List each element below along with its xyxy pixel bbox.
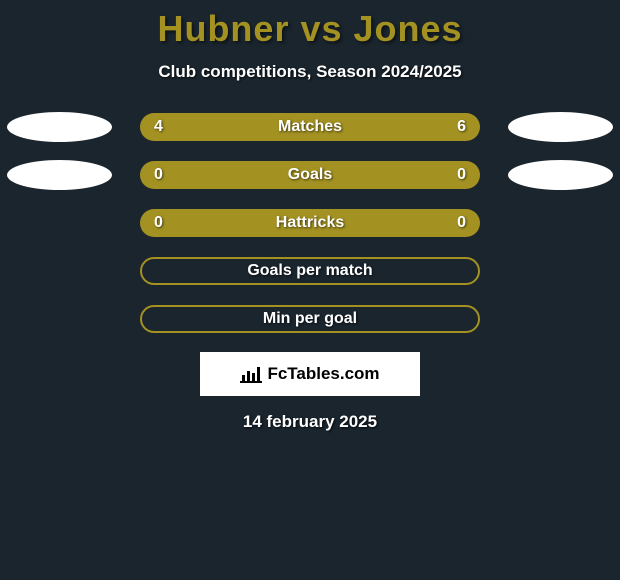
logo-label: FcTables.com (267, 364, 379, 384)
page-title: Hubner vs Jones (0, 8, 620, 50)
player-right-oval (508, 160, 613, 190)
stat-label: Matches (278, 118, 342, 136)
stat-row-min-per-goal: Min per goal (0, 304, 620, 334)
stat-row-matches: 4 Matches 6 (0, 112, 620, 142)
player-right-oval (508, 112, 613, 142)
stat-row-hattricks: 0 Hattricks 0 (0, 208, 620, 238)
subtitle: Club competitions, Season 2024/2025 (0, 62, 620, 82)
chart-icon (240, 365, 262, 383)
player-left-oval (7, 112, 112, 142)
stat-row-goals-per-match: Goals per match (0, 256, 620, 286)
stat-row-goals: 0 Goals 0 (0, 160, 620, 190)
stat-label: Goals per match (247, 262, 372, 280)
branding-logo: FcTables.com (200, 352, 420, 396)
player-left-oval (7, 160, 112, 190)
stat-label: Goals (288, 166, 332, 184)
stat-right-value: 6 (436, 118, 466, 136)
stat-right-value: 0 (436, 166, 466, 184)
comparison-card: Hubner vs Jones Club competitions, Seaso… (0, 0, 620, 432)
stat-left-value: 4 (154, 118, 184, 136)
stat-left-value: 0 (154, 214, 184, 232)
stat-label: Hattricks (276, 214, 344, 232)
stat-bar-goals-per-match: Goals per match (140, 257, 480, 285)
stat-bar-goals: 0 Goals 0 (140, 161, 480, 189)
stat-bar-min-per-goal: Min per goal (140, 305, 480, 333)
stat-bar-matches: 4 Matches 6 (140, 113, 480, 141)
stat-left-value: 0 (154, 166, 184, 184)
stat-right-value: 0 (436, 214, 466, 232)
stat-bar-hattricks: 0 Hattricks 0 (140, 209, 480, 237)
logo-text: FcTables.com (240, 364, 379, 384)
stat-label: Min per goal (263, 310, 357, 328)
date-label: 14 february 2025 (0, 412, 620, 432)
